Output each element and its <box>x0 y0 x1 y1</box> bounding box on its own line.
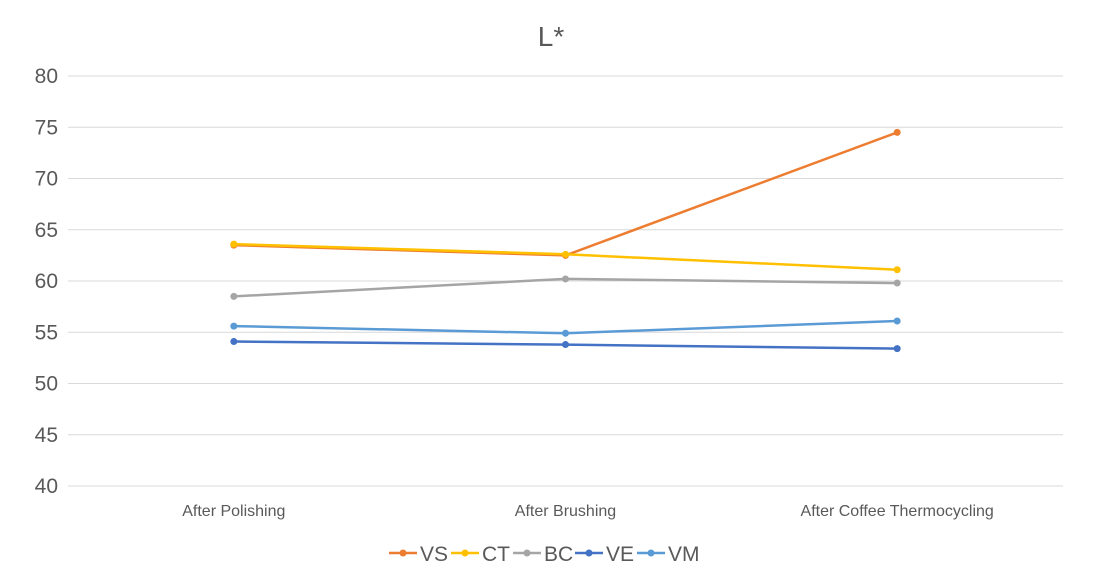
legend-item: VM <box>637 543 700 566</box>
series-vm <box>230 317 901 337</box>
data-point <box>893 128 901 136</box>
series-vs <box>230 128 901 259</box>
x-tick-label: After Polishing <box>182 503 285 520</box>
legend-label: VS <box>420 543 448 566</box>
chart-title: L* <box>538 21 565 52</box>
data-point <box>893 345 901 353</box>
series-layer <box>230 128 901 353</box>
y-tick-label: 50 <box>35 373 58 396</box>
legend-item: CT <box>451 543 510 566</box>
y-tick-label: 40 <box>35 475 58 498</box>
legend-marker <box>523 549 531 557</box>
data-point <box>562 275 569 283</box>
data-point <box>230 240 238 248</box>
series-ve <box>230 337 901 353</box>
legend: VS CT BC VE VM <box>389 543 700 566</box>
y-tick-label: 45 <box>35 424 58 447</box>
legend-marker <box>399 549 407 557</box>
data-point <box>230 292 238 300</box>
data-point <box>230 337 238 345</box>
legend-marker <box>461 549 469 557</box>
legend-item: VE <box>575 543 634 566</box>
legend-item: VS <box>389 543 448 566</box>
series-line <box>232 131 899 257</box>
y-tick-label: 55 <box>35 321 58 344</box>
y-tick-label: 65 <box>35 219 58 242</box>
x-axis-ticks: After Polishing After Brushing After Coffe… <box>182 503 994 520</box>
data-point <box>893 266 901 274</box>
data-point <box>893 317 901 325</box>
series-bc <box>230 275 901 300</box>
y-tick-label: 75 <box>35 116 58 139</box>
series-ct <box>230 240 901 274</box>
data-point <box>893 279 901 287</box>
y-tick-label: 70 <box>35 168 58 191</box>
x-tick-label: After Coffee Thermocycling <box>801 503 994 520</box>
legend-item: BC <box>513 543 573 566</box>
legend-label: VE <box>606 543 634 566</box>
y-axis-ticks: 40 45 50 55 60 65 70 75 80 <box>35 65 58 498</box>
legend-marker <box>585 549 593 557</box>
data-point <box>230 322 238 330</box>
legend-label: VM <box>668 543 700 566</box>
y-tick-label: 80 <box>35 65 58 88</box>
legend-label: BC <box>544 543 573 566</box>
data-point <box>562 329 569 337</box>
y-tick-label: 60 <box>35 270 58 293</box>
x-tick-label: After Brushing <box>515 503 616 520</box>
data-point <box>562 341 569 349</box>
legend-label: CT <box>482 543 510 566</box>
data-point <box>562 250 569 258</box>
legend-marker <box>647 549 655 557</box>
